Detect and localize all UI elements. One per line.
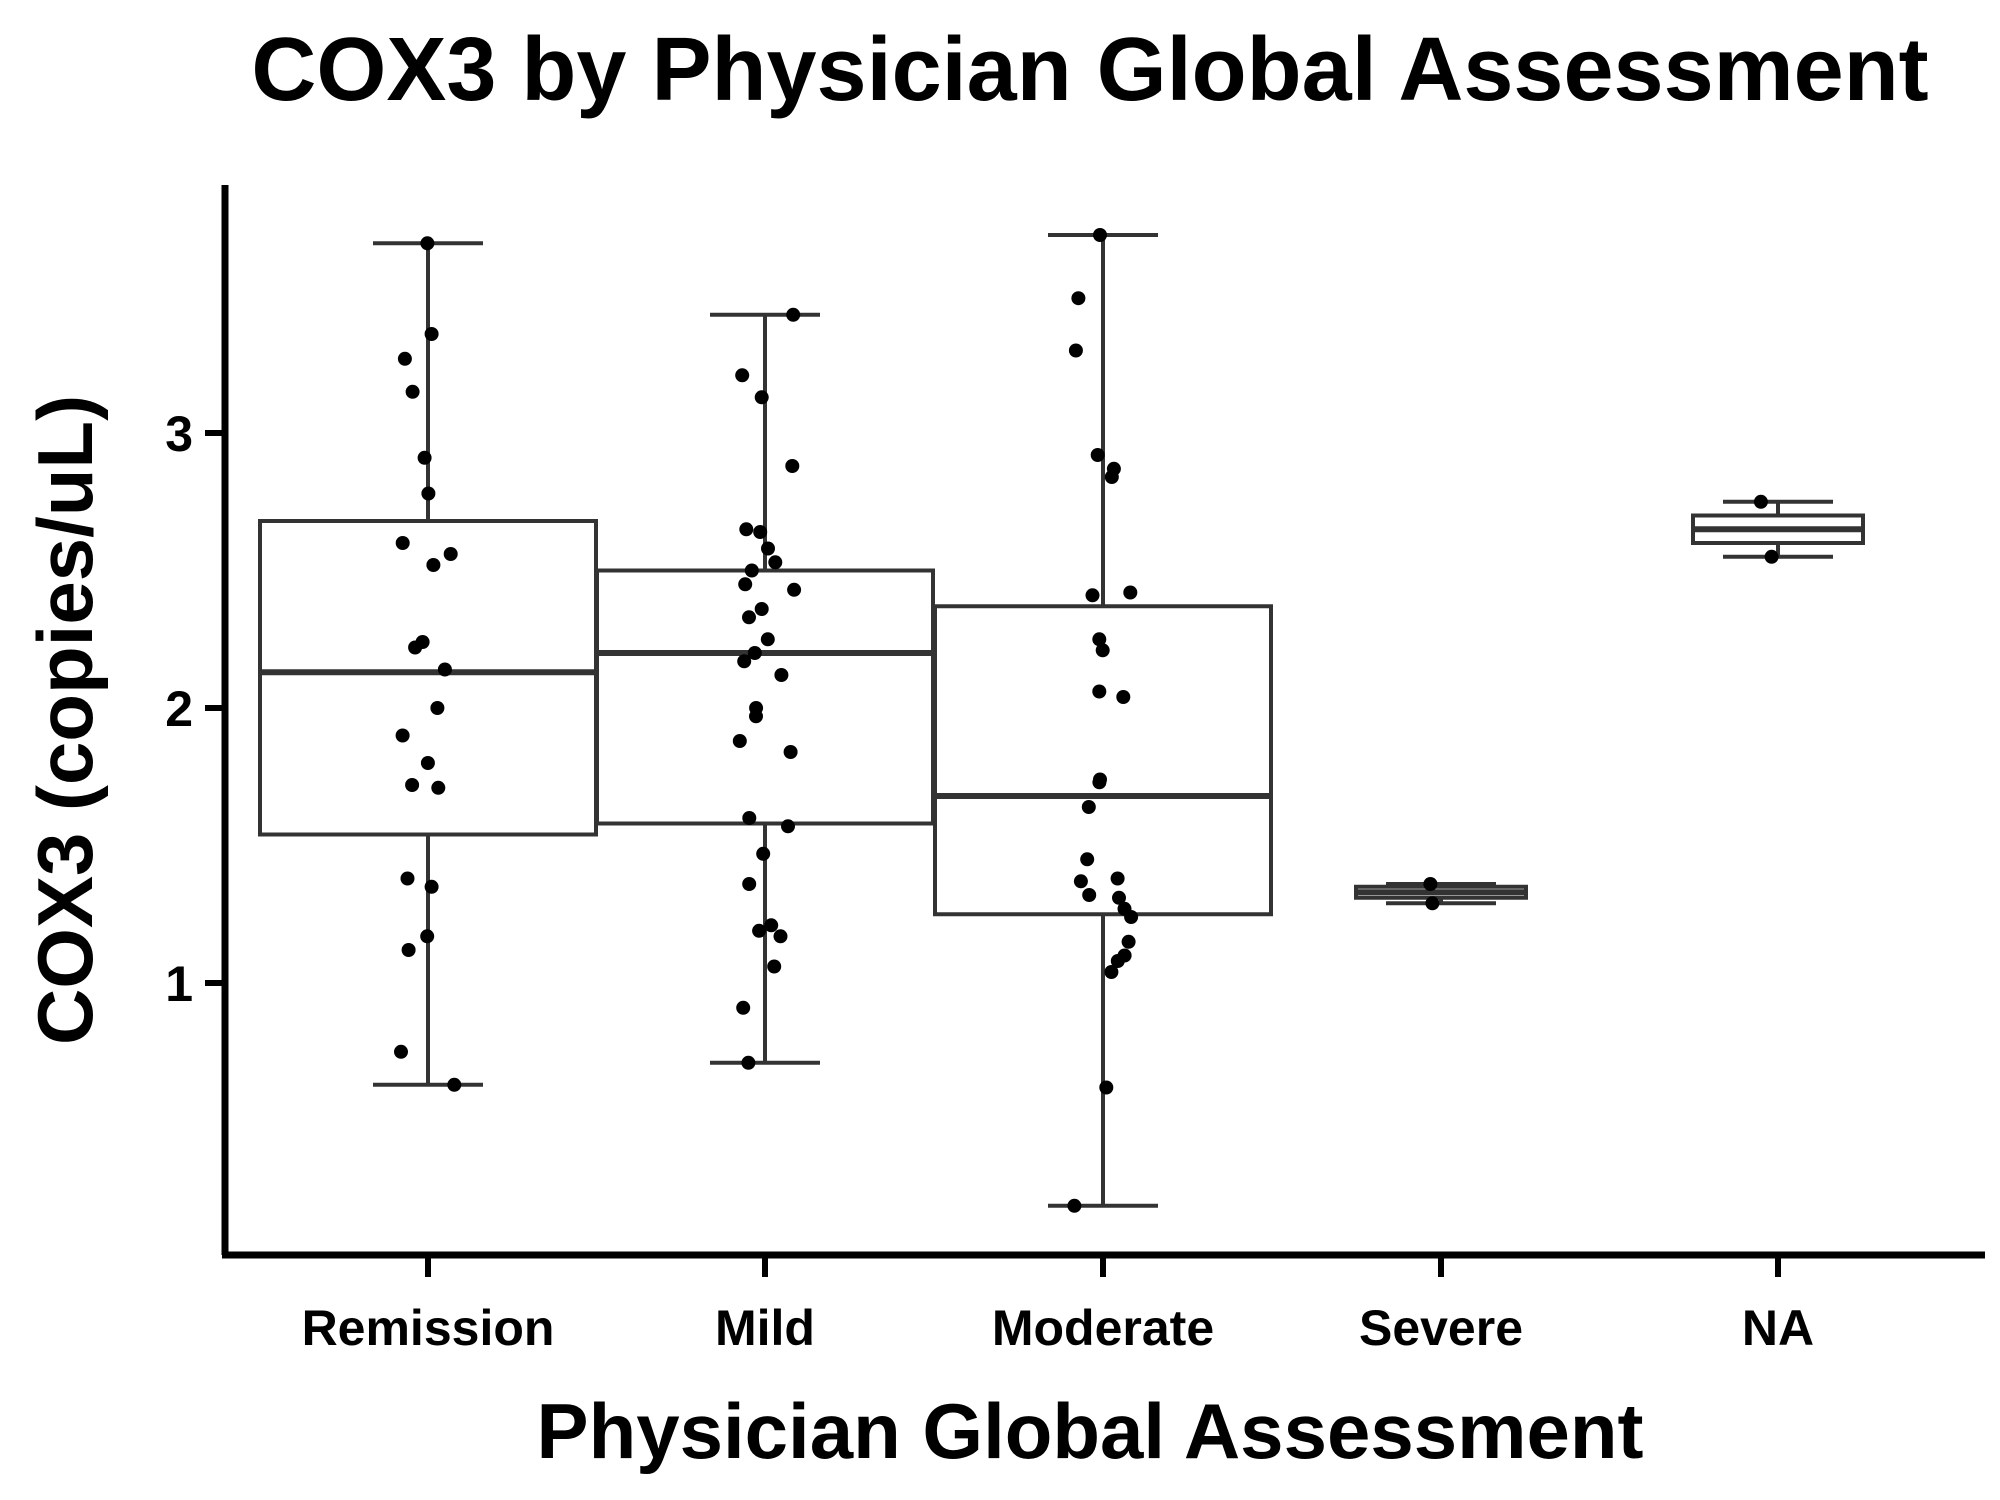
data-point-remission-1	[424, 327, 439, 341]
data-point-mild-9	[738, 577, 753, 592]
data-point-mild-27	[773, 929, 788, 944]
x-tick-label-na: NA	[1742, 1300, 1814, 1356]
data-point-moderate-9	[1095, 643, 1110, 658]
data-point-moderate-3	[1090, 448, 1105, 462]
data-point-remission-11	[437, 662, 452, 677]
x-tick-label-moderate: Moderate	[992, 1300, 1214, 1356]
data-point-mild-4	[739, 522, 754, 537]
data-point-mild-3	[785, 459, 800, 473]
data-point-remission-6	[395, 536, 410, 550]
data-point-moderate-22	[1121, 934, 1136, 949]
chart-title: COX3 by Physician Global Assessment	[251, 20, 1928, 120]
data-point-moderate-26	[1099, 1080, 1114, 1095]
data-point-mild-13	[760, 632, 775, 647]
data-point-mild-8	[744, 563, 759, 578]
data-point-moderate-25	[1104, 965, 1119, 979]
data-point-moderate-24	[1110, 954, 1125, 968]
data-point-mild-2	[754, 390, 769, 405]
data-point-mild-21	[742, 811, 757, 825]
x-tick-label-severe: Severe	[1359, 1300, 1523, 1356]
data-point-remission-4	[417, 450, 432, 465]
data-point-mild-19	[732, 734, 747, 748]
data-point-mild-1	[735, 368, 750, 383]
data-point-mild-10	[787, 582, 802, 597]
data-point-na-0	[1753, 494, 1768, 509]
box-moderate	[933, 604, 1273, 917]
data-point-mild-26	[752, 923, 767, 938]
data-point-remission-7	[443, 547, 458, 561]
data-point-mild-23	[756, 846, 771, 861]
data-point-mild-5	[753, 525, 768, 539]
data-point-mild-25	[764, 918, 779, 933]
data-point-mild-15	[737, 654, 752, 669]
data-point-remission-12	[430, 701, 445, 715]
y-tick-label-1: 1	[165, 956, 193, 1012]
y-tick-label-3: 3	[165, 406, 193, 462]
data-point-remission-22	[447, 1077, 462, 1092]
data-point-mild-22	[781, 819, 795, 834]
data-point-mild-7	[768, 555, 783, 570]
data-point-mild-16	[774, 668, 789, 682]
data-point-remission-5	[421, 486, 436, 501]
y-tick-label-2: 2	[165, 681, 193, 737]
data-point-moderate-13	[1092, 775, 1107, 790]
data-point-mild-28	[767, 959, 782, 974]
data-point-mild-14	[747, 646, 762, 660]
data-point-mild-0	[786, 307, 801, 322]
data-point-severe-1	[1425, 896, 1440, 911]
x-tick-label-mild: Mild	[715, 1300, 815, 1356]
data-point-remission-14	[420, 756, 435, 770]
data-point-moderate-5	[1104, 470, 1119, 484]
data-point-moderate-8	[1092, 632, 1107, 647]
data-point-mild-30	[741, 1055, 756, 1070]
data-point-moderate-14	[1081, 800, 1096, 814]
data-point-remission-19	[420, 929, 435, 944]
data-point-moderate-6	[1123, 585, 1138, 600]
data-point-moderate-0	[1093, 228, 1107, 242]
data-point-mild-6	[761, 541, 775, 556]
data-point-mild-11	[754, 602, 769, 616]
data-point-moderate-2	[1068, 343, 1083, 358]
x-axis-title: Physician Global Assessment	[537, 1387, 1644, 1475]
data-point-moderate-1	[1071, 291, 1086, 306]
data-point-mild-24	[742, 877, 757, 891]
data-point-moderate-27	[1067, 1198, 1082, 1213]
data-point-mild-29	[736, 1000, 751, 1015]
data-point-moderate-10	[1092, 684, 1107, 699]
y-axis-title: COX3 (copies/uL)	[21, 395, 109, 1045]
data-point-moderate-18	[1082, 888, 1097, 902]
data-point-remission-17	[400, 871, 415, 886]
data-point-remission-3	[405, 384, 420, 399]
plot-area: 1 2 3 Remission Mild Moderate Severe NA	[165, 185, 1985, 1356]
data-point-moderate-17	[1073, 874, 1088, 889]
data-point-remission-8	[426, 558, 441, 572]
data-point-moderate-16	[1110, 871, 1125, 886]
data-point-remission-20	[401, 943, 416, 957]
data-point-na-1	[1764, 549, 1779, 564]
data-point-remission-16	[431, 780, 446, 795]
data-point-remission-10	[408, 640, 423, 655]
data-point-remission-15	[405, 778, 420, 792]
data-point-remission-21	[394, 1044, 408, 1059]
data-point-moderate-7	[1085, 588, 1100, 603]
data-point-moderate-19	[1112, 890, 1126, 905]
data-point-remission-13	[395, 728, 410, 743]
data-point-mild-20	[783, 745, 798, 759]
data-point-remission-18	[424, 879, 439, 894]
data-point-moderate-15	[1080, 852, 1095, 867]
data-point-mild-18	[749, 709, 763, 724]
data-point-moderate-11	[1116, 690, 1131, 704]
data-point-severe-0	[1423, 877, 1438, 891]
data-point-remission-0	[420, 236, 435, 251]
data-point-mild-12	[742, 610, 756, 625]
data-point-moderate-21	[1124, 910, 1139, 924]
x-tick-label-remission: Remission	[302, 1300, 555, 1356]
data-point-remission-2	[397, 351, 412, 366]
box-remission	[258, 519, 598, 837]
